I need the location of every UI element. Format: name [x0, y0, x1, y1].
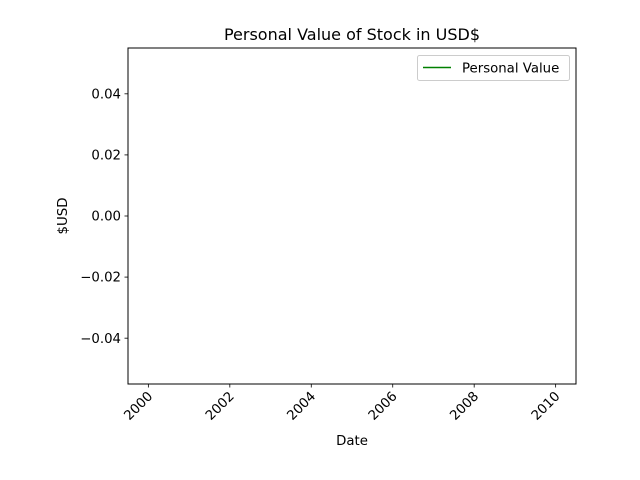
plot-area [127, 47, 577, 385]
y-tick-label: −0.02 [80, 271, 121, 286]
y-tick-label: 0.00 [91, 210, 121, 225]
y-axis: 0.04 0.02 0.00 −0.02 −0.04 [80, 87, 128, 347]
x-axis-label: Date [336, 434, 368, 449]
y-tick-label: 0.02 [91, 149, 121, 164]
y-axis-label: $USD [56, 198, 71, 235]
legend-box [417, 55, 570, 81]
axes-frame [127, 47, 577, 385]
legend-label-personal-value: Personal Value [462, 62, 559, 77]
chart-title: Personal Value of Stock in USD$ [224, 25, 480, 44]
legend[interactable]: Personal Value [417, 55, 570, 81]
y-tick-label: −0.04 [80, 332, 121, 347]
y-tick-label: 0.04 [91, 87, 121, 102]
